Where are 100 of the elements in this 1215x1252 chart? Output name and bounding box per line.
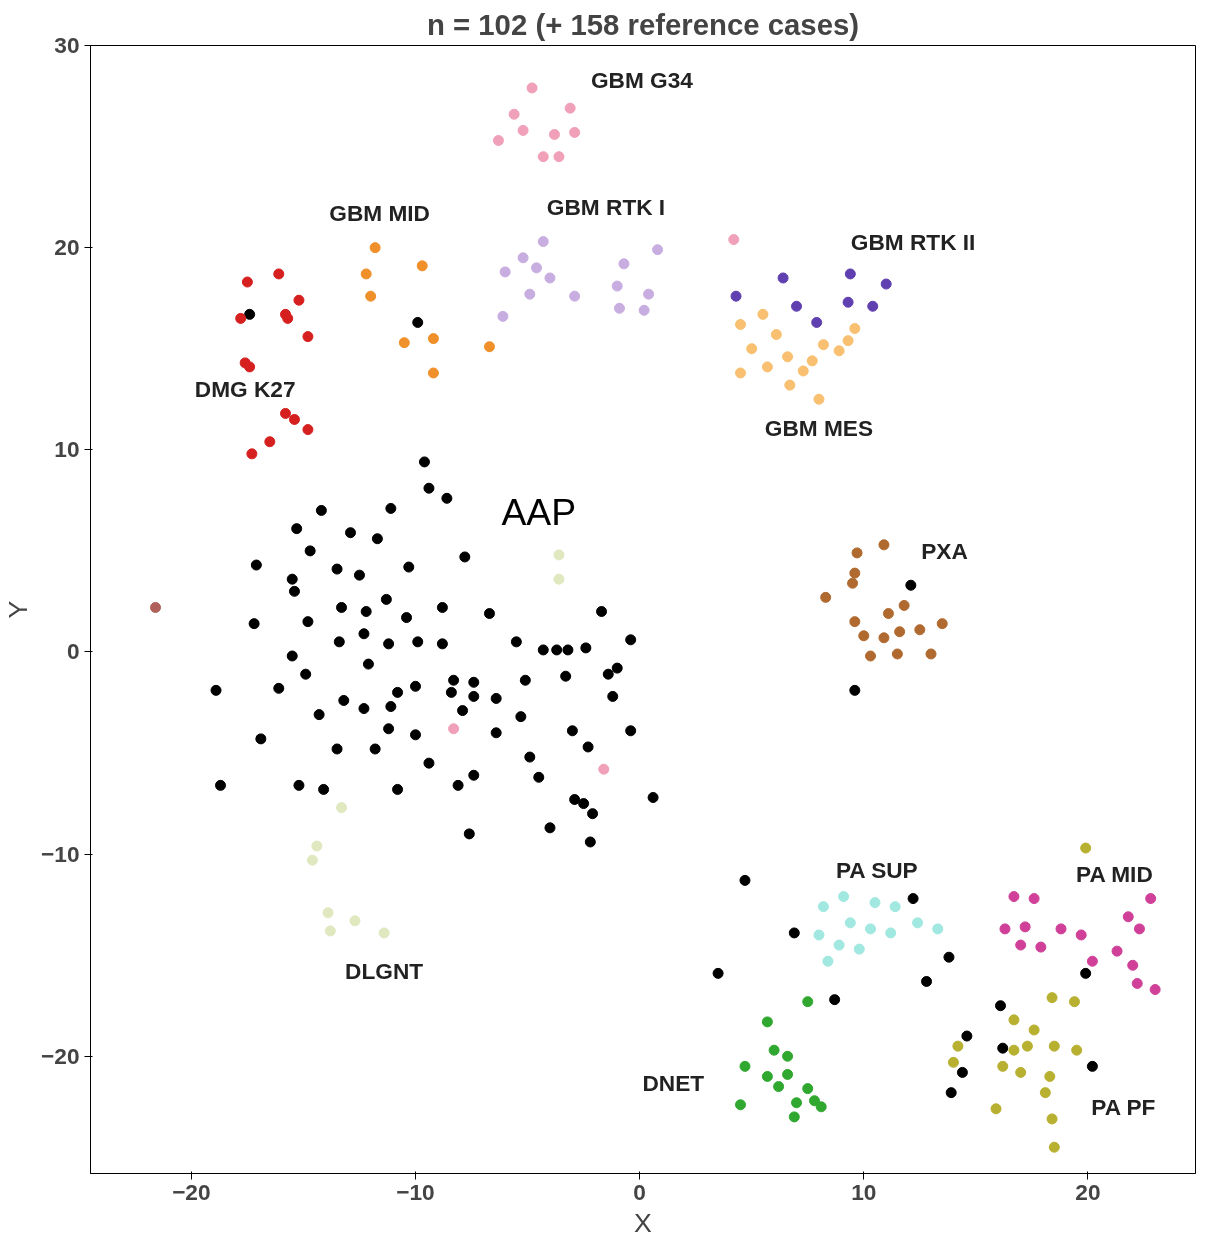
point: [244, 361, 256, 373]
point: [643, 288, 655, 300]
point: [815, 1101, 827, 1113]
point: [638, 304, 650, 316]
point: [553, 151, 565, 163]
point: [1071, 1044, 1083, 1056]
point: [880, 278, 892, 290]
point: [844, 917, 856, 929]
point: [932, 923, 944, 935]
point: [820, 591, 832, 603]
annotation: GBM MES: [764, 414, 874, 441]
point: [280, 407, 291, 419]
point: [1046, 1113, 1058, 1125]
point: [867, 300, 879, 312]
point: [1122, 911, 1134, 923]
point: [324, 925, 336, 937]
point: [1028, 1024, 1040, 1036]
point: [1021, 1040, 1033, 1052]
point: [878, 539, 890, 551]
point: [735, 1099, 746, 1111]
point: [842, 296, 854, 308]
chart-title: n = 102 (+ 158 reference cases): [426, 7, 860, 41]
point: [842, 335, 854, 347]
point: [802, 996, 814, 1008]
point: [822, 955, 834, 967]
point: [782, 351, 794, 363]
point: [761, 361, 773, 373]
point: [246, 448, 258, 460]
point: [784, 379, 796, 391]
point: [947, 1056, 959, 1068]
point: [936, 618, 948, 630]
annotation: PA SUP: [835, 857, 918, 884]
point: [398, 337, 410, 349]
point: [1133, 923, 1145, 935]
point: [833, 345, 845, 357]
point: [813, 929, 825, 941]
point: [499, 266, 511, 278]
point: [531, 262, 543, 274]
point: [524, 288, 536, 300]
point: [553, 573, 565, 585]
point: [847, 577, 859, 589]
point: [735, 318, 746, 330]
point: [882, 608, 894, 620]
annotation: PA PF: [1091, 1093, 1156, 1120]
point: [336, 802, 348, 814]
point: [865, 923, 876, 935]
point: [849, 323, 861, 334]
y-axis-title: Y: [3, 600, 34, 619]
point: [497, 310, 509, 322]
point: [483, 341, 495, 353]
point: [1145, 893, 1157, 905]
point: [1028, 893, 1040, 905]
point: [768, 1044, 780, 1056]
point: [241, 276, 253, 288]
point: [618, 258, 630, 270]
point: [548, 128, 560, 140]
point: [569, 290, 581, 302]
point: [360, 268, 372, 280]
point: [735, 367, 746, 379]
point: [1086, 955, 1098, 967]
point: [891, 648, 903, 660]
annotation: GBM G34: [590, 66, 694, 93]
point: [914, 624, 926, 636]
point: [788, 1111, 800, 1123]
y-tick-label: 20: [54, 234, 80, 261]
point: [757, 308, 769, 320]
point: [889, 901, 901, 913]
point: [808, 1095, 820, 1107]
point: [858, 630, 870, 642]
point: [1048, 1040, 1060, 1052]
point: [797, 365, 809, 377]
point: [537, 151, 549, 163]
point: [427, 333, 439, 345]
point: [925, 648, 937, 660]
y-tick-label: 30: [54, 32, 80, 58]
y-tick-label: −10: [41, 840, 80, 867]
point: [598, 763, 610, 775]
annotation: GBM MID: [329, 200, 430, 227]
point: [999, 923, 1011, 935]
point: [378, 927, 390, 939]
y-tick-label: 0: [66, 638, 80, 665]
point: [791, 1097, 803, 1109]
point: [811, 316, 823, 328]
point: [761, 1070, 773, 1082]
point: [806, 355, 818, 367]
point: [853, 943, 865, 955]
point: [844, 268, 856, 280]
point: [611, 280, 623, 292]
point: [849, 567, 861, 579]
point: [416, 260, 428, 272]
point: [838, 891, 850, 903]
point: [802, 1083, 814, 1095]
point: [730, 290, 742, 302]
point: [1019, 921, 1031, 933]
point: [817, 901, 829, 913]
point: [1127, 959, 1139, 971]
point: [1111, 945, 1123, 957]
point: [912, 917, 924, 929]
point: [302, 331, 314, 343]
point: [306, 854, 318, 866]
